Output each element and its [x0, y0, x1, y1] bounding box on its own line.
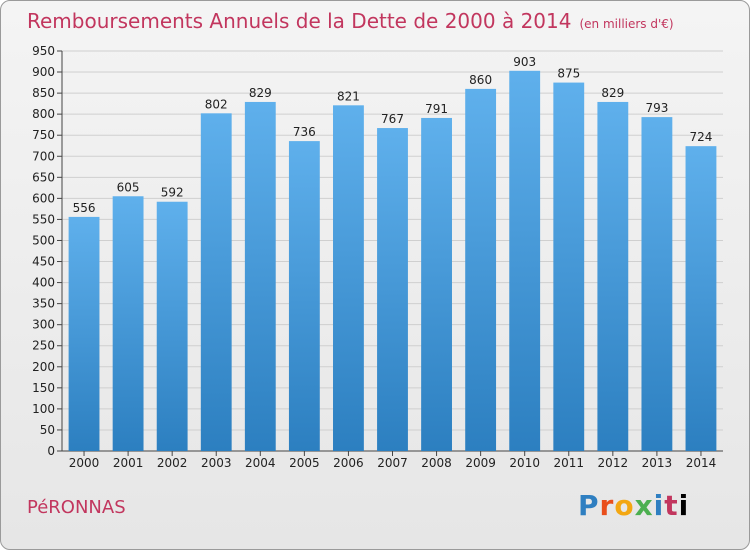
value-label-2009: 860 [469, 73, 492, 87]
value-label-2002: 592 [161, 186, 184, 200]
city-name: PéRONNAS [27, 497, 126, 518]
value-label-2003: 802 [205, 97, 228, 111]
y-tick-label: 650 [32, 170, 55, 184]
y-tick-label: 400 [32, 276, 55, 290]
y-tick-label: 800 [32, 107, 55, 121]
y-tick-label: 550 [32, 212, 55, 226]
y-axis: 0 50 100 150 200 250 300 350 400 450 500 550 600 650 7… [32, 44, 63, 458]
x-tick-label-2005: 2005 [289, 456, 320, 470]
value-label-2014: 724 [690, 130, 713, 144]
y-tick-label: 50 [40, 423, 55, 437]
value-label-2006: 821 [337, 89, 360, 103]
x-tick-label-2011: 2011 [553, 456, 584, 470]
y-tick-label: 450 [32, 255, 55, 269]
bars [68, 70, 717, 452]
bar-2009 [465, 88, 497, 451]
bar-2000 [68, 216, 100, 451]
x-tick-label-2013: 2013 [642, 456, 673, 470]
bar-2001 [112, 196, 144, 451]
x-tick-label-2006: 2006 [333, 456, 364, 470]
x-tick-label-2003: 2003 [201, 456, 232, 470]
y-tick-label: 900 [32, 65, 55, 79]
y-tick-label: 950 [32, 44, 55, 58]
y-tick-label: 150 [32, 381, 55, 395]
y-tick-label: 200 [32, 360, 55, 374]
y-tick-label: 750 [32, 128, 55, 142]
x-tick-label-2007: 2007 [377, 456, 408, 470]
value-labels: 556 605 592 802 829 736 821 767 791 860 903 875 829 7… [73, 55, 713, 215]
x-tick-label-2009: 2009 [465, 456, 496, 470]
value-label-2008: 791 [425, 102, 448, 116]
value-label-2010: 903 [513, 55, 536, 69]
bar-2007 [377, 128, 408, 451]
bar-2010 [509, 70, 541, 451]
y-tick-label: 600 [32, 191, 55, 205]
y-tick-label: 700 [32, 149, 55, 163]
value-label-2012: 829 [601, 86, 624, 100]
value-label-2011: 875 [557, 67, 580, 81]
y-tick-label: 0 [47, 444, 55, 458]
bar-2003 [200, 113, 232, 451]
proxiti-logo: Proxiti [578, 489, 690, 522]
y-tick-label: 500 [32, 233, 55, 247]
bar-2013 [641, 117, 673, 452]
chart-title: Remboursements Annuels de la Dette de 20… [27, 9, 674, 33]
y-tick-label: 850 [32, 86, 55, 100]
x-tick-label-2004: 2004 [245, 456, 276, 470]
value-label-2007: 767 [381, 112, 404, 126]
x-tick-label-2000: 2000 [69, 456, 100, 470]
x-tick-label-2012: 2012 [598, 456, 629, 470]
bar-2012 [597, 101, 629, 452]
chart-unit: (en milliers d'€) [579, 17, 674, 31]
value-label-2001: 605 [117, 180, 140, 194]
bar-2014 [685, 146, 717, 451]
x-tick-label-2010: 2010 [509, 456, 540, 470]
bar-2004 [244, 101, 276, 452]
bar-2002 [156, 201, 188, 451]
value-label-2000: 556 [73, 201, 96, 215]
y-tick-label: 100 [32, 402, 55, 416]
x-tick-label-2001: 2001 [113, 456, 144, 470]
bar-2005 [288, 141, 320, 451]
bar-2011 [553, 82, 585, 451]
x-tick-label-2002: 2002 [157, 456, 188, 470]
y-tick-label: 250 [32, 339, 55, 353]
x-tick-label-2008: 2008 [421, 456, 452, 470]
x-tick-label-2014: 2014 [686, 456, 717, 470]
value-label-2005: 736 [293, 125, 316, 139]
x-axis: 2000 2001 2002 2003 2004 2005 2006 2007 2008 2009… [69, 451, 716, 470]
value-label-2013: 793 [645, 101, 668, 115]
value-label-2004: 829 [249, 86, 272, 100]
y-tick-label: 300 [32, 318, 55, 332]
chart-title-text: Remboursements Annuels de la Dette de 20… [27, 9, 572, 33]
bar-2008 [421, 117, 452, 452]
y-tick-label: 350 [32, 297, 55, 311]
bar-2006 [333, 105, 364, 451]
